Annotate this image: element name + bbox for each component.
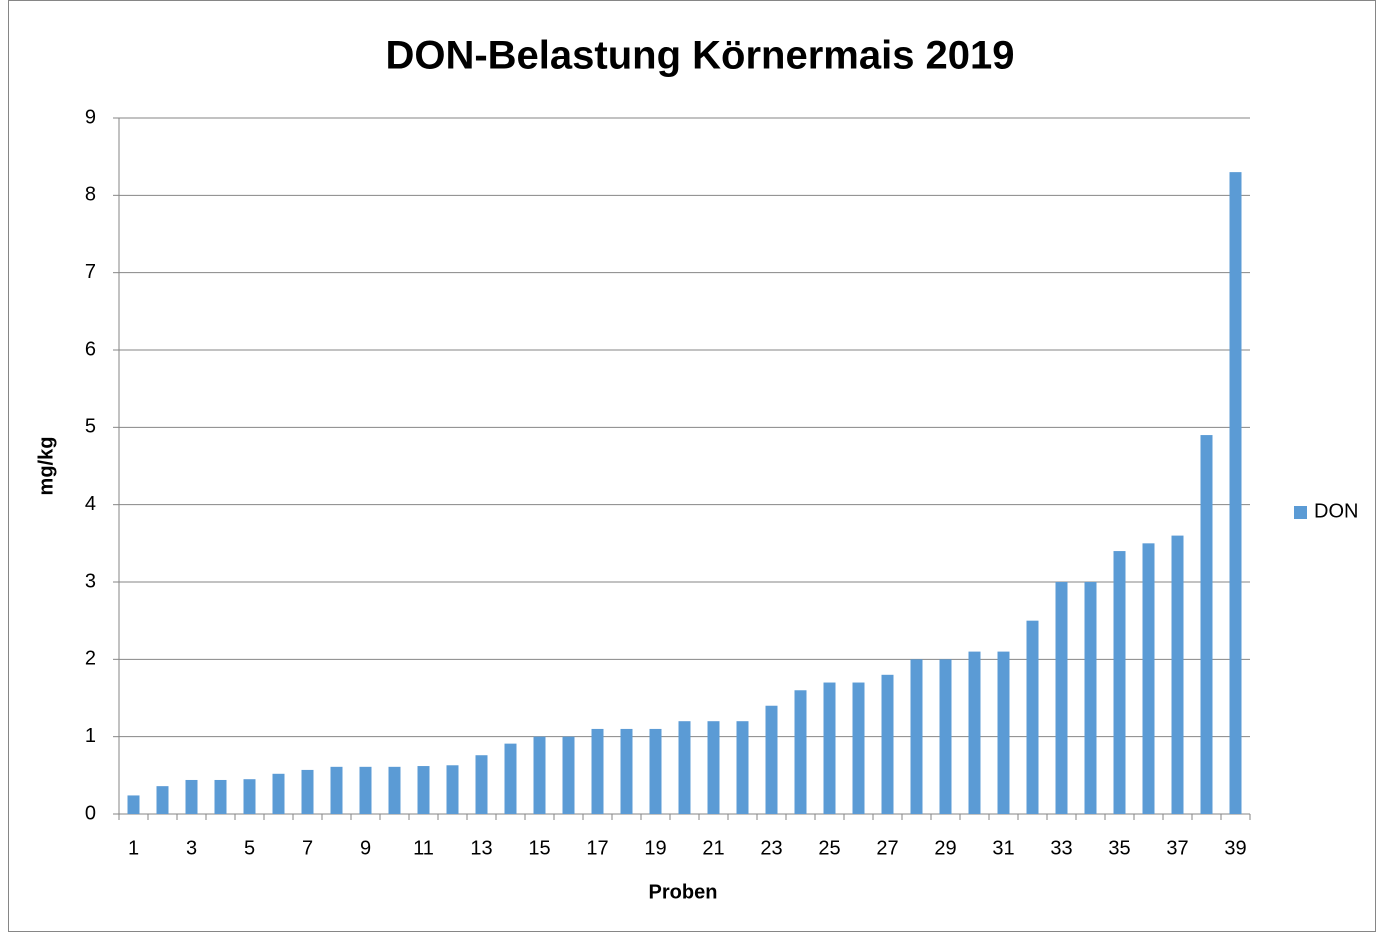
y-tick-label: 5 [85,416,96,438]
bar [1084,582,1097,814]
bar [243,779,256,814]
bar [417,766,430,814]
bar [533,736,546,814]
bar [185,779,198,814]
bar [881,674,894,814]
bar [330,766,343,814]
y-tick-label: 0 [85,802,96,824]
bar [214,779,227,814]
bar [997,651,1010,814]
y-tick-label: 3 [85,570,96,592]
x-tick-label: 33 [1050,837,1072,859]
y-axis-label: mg/kg [35,437,57,496]
bar [939,659,952,814]
chart-border [8,0,1376,932]
legend-swatch [1294,506,1307,519]
x-tick-label: 17 [586,837,608,859]
bar [272,773,285,814]
bar [678,721,691,814]
bar [156,786,169,814]
bar [1055,582,1068,814]
bar [359,766,372,814]
bar [1171,535,1184,814]
x-tick-label: 19 [644,837,666,859]
bar [968,651,981,814]
y-tick-label: 1 [85,725,96,747]
x-tick-label: 25 [818,837,840,859]
x-tick-label: 37 [1166,837,1188,859]
x-tick-label: 21 [702,837,724,859]
x-tick-label: 39 [1224,837,1246,859]
x-tick-label: 9 [360,837,371,859]
bar [649,728,662,814]
x-tick-label: 15 [528,837,550,859]
bar [591,728,604,814]
bar [852,682,865,814]
x-tick-label: 5 [244,837,255,859]
bar [388,766,401,814]
y-tick-label: 2 [85,648,96,670]
x-tick-label: 1 [128,837,139,859]
x-tick-label: 23 [760,837,782,859]
x-axis-label: Proben [649,881,718,903]
legend-label: DON [1314,500,1358,522]
bar [823,682,836,814]
x-tick-label: 29 [934,837,956,859]
bar [1113,551,1126,814]
chart-title: DON-Belastung Körnermais 2019 [385,34,1014,78]
x-tick-label: 27 [876,837,898,859]
bar [504,743,517,814]
bar [446,765,459,814]
y-tick-label: 6 [85,338,96,360]
bar [127,795,140,814]
x-tick-label: 13 [470,837,492,859]
bar [475,755,488,814]
x-tick-label: 35 [1108,837,1130,859]
bar [1026,620,1039,814]
bar [1200,435,1213,814]
bar [910,659,923,814]
y-tick-label: 7 [85,261,96,283]
y-tick-label: 9 [85,106,96,128]
x-tick-label: 7 [302,837,313,859]
bar [620,728,633,814]
bar [1142,543,1155,814]
bar [1229,172,1242,815]
bar [707,721,720,814]
bar [765,705,778,814]
x-tick-label: 11 [413,837,434,859]
bar [301,769,314,814]
bar [562,736,575,814]
bar [736,721,749,814]
y-tick-label: 8 [85,184,96,206]
x-tick-label: 3 [186,837,197,859]
x-tick-label: 31 [992,837,1014,859]
y-tick-label: 4 [85,493,96,515]
bar [794,690,807,814]
